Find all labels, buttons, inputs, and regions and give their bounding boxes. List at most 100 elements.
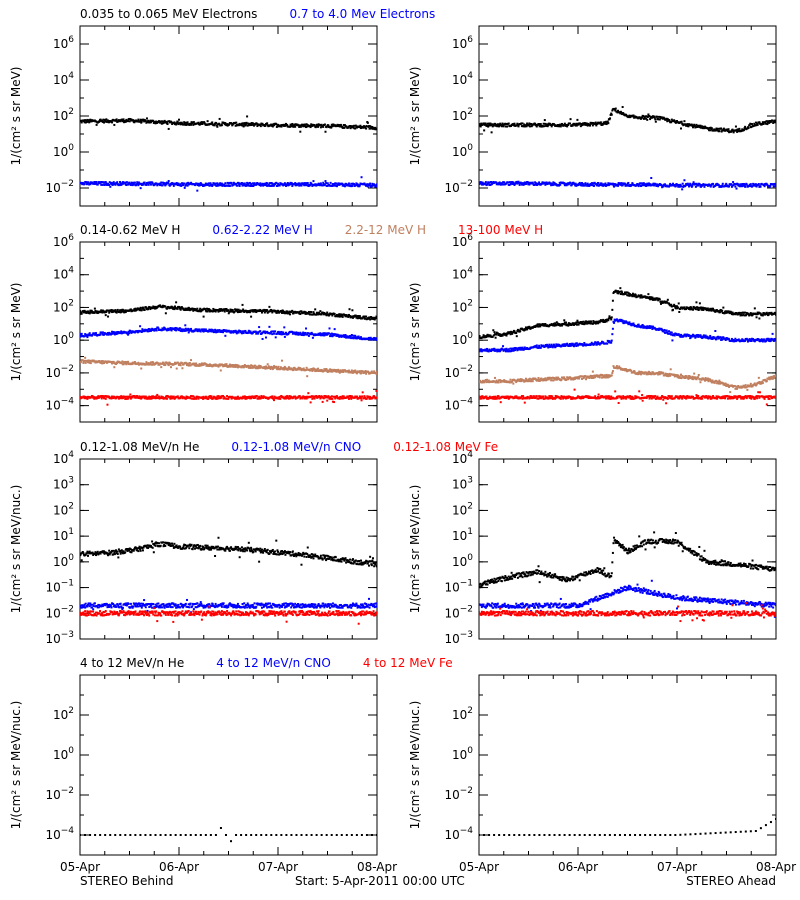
data-point [178,329,180,332]
data-point [279,124,282,127]
data-point [240,122,243,125]
data-point [556,124,559,127]
data-point [271,182,274,185]
data-point [720,309,723,312]
data-point [704,125,707,128]
data-point [305,123,308,126]
data-point [140,367,143,370]
data-point [677,185,680,188]
data-point [373,184,376,187]
data-point [688,306,691,309]
data-point [338,124,341,127]
data-point [272,365,275,368]
data-point [733,182,736,185]
data-point [293,183,296,186]
data-point [735,129,738,132]
data-point [236,395,239,398]
data-point [266,184,269,187]
data-point [105,311,108,314]
data-point [273,395,276,398]
data-point [729,310,732,313]
data-point [196,330,199,333]
data-point [488,348,491,351]
data-point [281,359,284,362]
data-point [332,395,335,398]
data-point [234,329,237,332]
data-point [773,185,776,188]
data-point [271,184,274,187]
data-point [677,306,680,309]
data-point [515,180,518,183]
data-point [167,127,170,130]
data-point [342,126,345,129]
data-point [88,361,91,364]
data-point [774,121,776,124]
data-point [302,123,305,126]
data-point [268,366,271,369]
data-point [732,131,735,134]
data-point [243,395,246,398]
data-point [95,360,98,363]
data-point [305,327,308,330]
data-point [279,333,282,336]
data-point [281,311,284,314]
data-point [350,337,353,340]
data-point [183,329,186,332]
data-point [545,124,548,127]
data-point [170,329,173,332]
data-point [212,307,215,310]
data-point [661,117,664,120]
data-point [566,323,569,326]
data-point [361,395,364,398]
data-series [479,287,776,340]
data-point [752,124,755,127]
data-point [210,183,213,186]
data-point [569,118,572,121]
data-point [95,181,98,184]
data-point [185,362,188,365]
data-point [213,124,216,127]
data-point [117,330,120,333]
data-point [186,328,189,331]
data-point [594,123,597,126]
data-point [148,328,151,331]
data-point [301,397,304,400]
data-point [156,393,159,396]
data-point [101,183,104,186]
data-point [674,307,677,310]
data-point [333,184,336,187]
data-point [766,123,769,126]
data-point [369,338,372,341]
data-point [204,363,207,366]
data-point [171,397,174,400]
data-point [592,182,595,185]
data-point [730,130,733,133]
data-point [86,118,89,121]
data-point [124,120,127,123]
data-point [521,183,524,186]
data-point [87,119,90,122]
data-point [516,182,519,185]
data-point [312,396,315,399]
data-point [120,118,123,121]
data-point [270,123,273,126]
data-point [277,397,280,400]
data-point [566,125,569,128]
data-point [153,306,156,309]
data-point [147,363,150,366]
data-point [334,182,337,185]
data-point [228,184,231,187]
data-point [207,182,210,185]
data-point [297,183,300,186]
data-point [548,181,551,184]
data-point [240,124,243,127]
data-point [369,182,372,185]
data-point [218,122,221,125]
data-point [354,337,357,340]
data-point [80,360,83,363]
data-point [725,310,728,313]
data-point [92,396,95,399]
data-point [710,307,713,310]
data-point [165,307,168,310]
data-point [498,181,501,184]
